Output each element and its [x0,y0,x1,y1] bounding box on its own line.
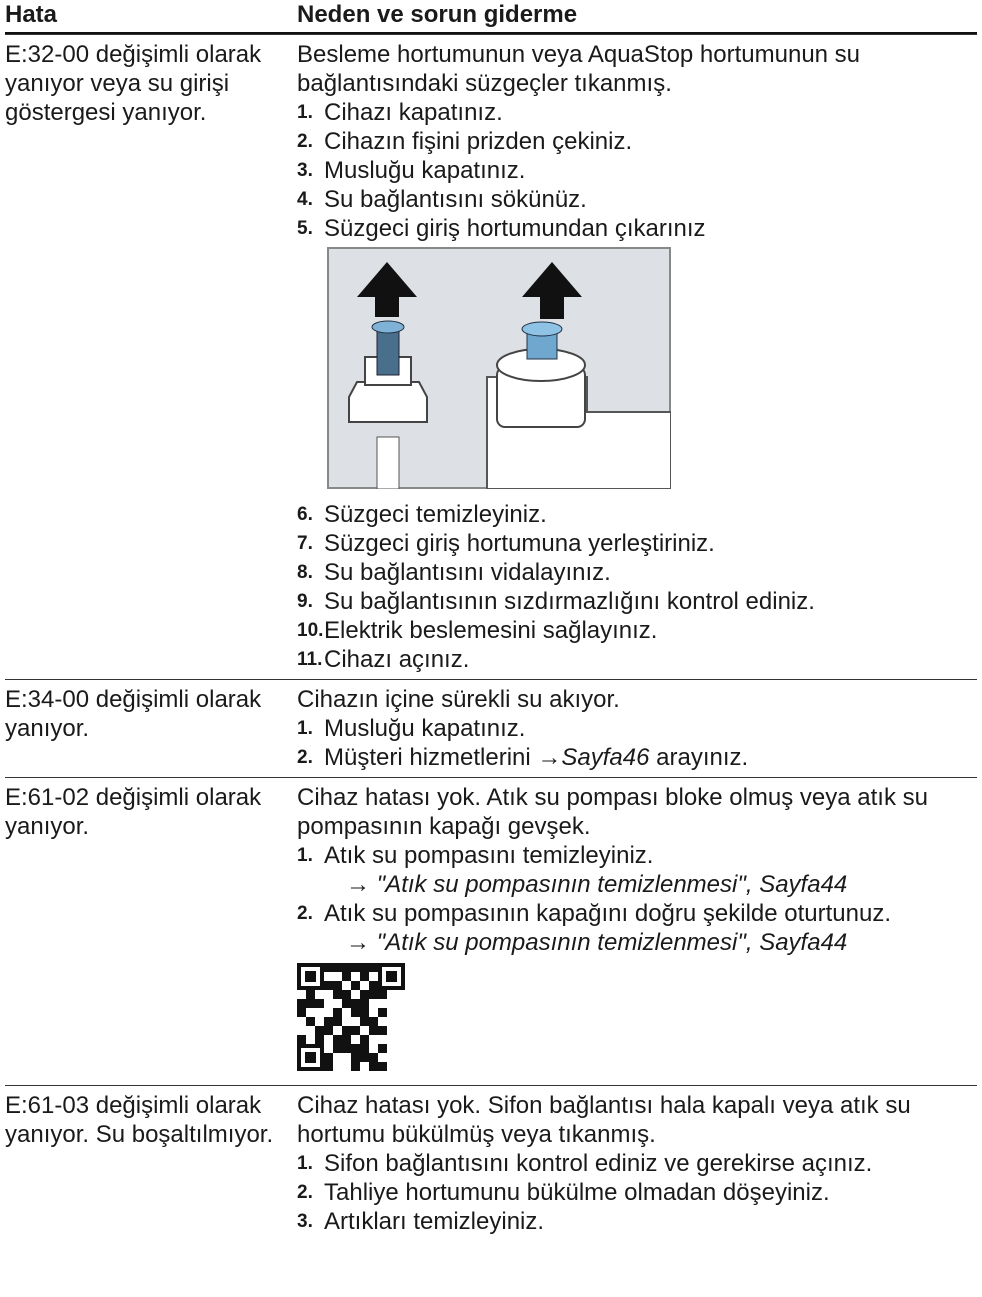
step-number: 2. [297,747,313,768]
step-text: Atık su pompasını temizleyiniz. → "Atık s… [324,841,977,899]
cause-cell: Cihazın içine sürekli su akıyor. 1. Musluğ… [297,680,977,777]
step-text: Cihazı açınız. [324,645,977,674]
cross-reference[interactable]: → "Atık su pompasının temizlenmesi", Say… [346,871,848,898]
cause-text: Besleme hortumunun veya AquaStop hortumu… [297,41,861,97]
error-cell: E:32-00 değişimli olarak yanıyor veya su… [5,41,262,126]
table-row: E:32-00 değişimli olarak yanıyor veya su… [5,34,977,679]
step-number: 1. [297,845,313,866]
step: 2. Atık su pompasının kapağını doğru şeki… [297,899,977,957]
cross-reference[interactable]: → "Atık su pompasının temizlenmesi", Say… [346,929,848,956]
step-text: Su bağlantısının sızdırmazlığını kontrol… [324,588,815,615]
step-text: Süzgeci giriş hortumundan çıkarınız [324,214,977,243]
step: 11. Cihazı açınız. [297,645,977,674]
step-text: Cihazı açınız. [324,646,470,673]
step-text: Atık su pompasının kapağını doğru şekild… [324,899,977,957]
step-text: Su bağlantısını sökünüz. [324,185,977,214]
step-number: 2. [297,903,313,924]
step-text: Su bağlantısının sızdırmazlığını kontrol… [324,587,977,616]
table-row: E:61-03 değişimli olarak yanıyor. Su boş… [5,1085,977,1241]
step-text: Cihazı kapatınız. [324,98,977,127]
step-text: Müşteri hizmetlerini [324,744,531,771]
step-text: Su bağlantısını vidalayınız. [324,558,977,587]
step: 1. Atık su pompasını temizleyiniz. → "Atık… [297,841,977,899]
step-number: 11. [297,649,323,670]
step-text: Atık su pompasının kapağını doğru şekild… [324,900,892,927]
cause-cell: Cihaz hatası yok. Atık su pompası bloke … [297,778,977,1085]
document: Hata Neden ve sorun giderme E:32-00 deği… [5,0,977,1241]
step-text: Elektrik beslemesini sağlayınız. [324,617,658,644]
step: 3. Artıkları temizleyiniz. [297,1207,977,1236]
step-text: Artıkları temizleyiniz. [324,1207,977,1236]
step: 3. Musluğu kapatınız. [297,156,977,185]
step: 7. Süzgeci giriş hortumuna yerleştiriniz. [297,529,977,558]
step-text: Süzgeci temizleyiniz. [324,501,547,528]
step-number: 2. [297,131,313,152]
step-text: Sifon bağlantısını kontrol ediniz ve ger… [324,1150,873,1177]
cause-text: Cihaz hatası yok. Atık su pompası bloke … [297,784,928,840]
error-cell: E:34-00 değişimli olarak yanıyor. [5,686,262,742]
step: 5. Süzgeci giriş hortumundan çıkarınız [297,214,977,243]
header-cell: Hata [5,1,58,28]
step-text: arayınız. [656,744,749,771]
table-header: Hata Neden ve sorun giderme [5,0,977,34]
step-text: Elektrik beslemesini sağlayınız. [324,616,977,645]
step-number: 2. [297,1182,313,1203]
page-link[interactable]: →Sayfa46 [537,744,650,771]
step-number: 4. [297,189,313,210]
step-number: 3. [297,1211,313,1232]
qr-code [297,963,405,1071]
cause-text: Cihazın içine sürekli su akıyor. [297,686,620,713]
step-number: 5. [297,218,313,239]
step: 1. Musluğu kapatınız. [297,714,977,743]
step-number: 10. [297,620,324,641]
step-text: Süzgeci giriş hortumuna yerleştiriniz. [324,530,715,557]
cause-cell: Besleme hortumunun veya AquaStop hortumu… [297,35,977,679]
step: 9. Su bağlantısının sızdırmazlığını kontr… [297,587,977,616]
step-text: Musluğu kapatınız. [324,157,526,184]
step-text: Müşteri hizmetlerini →Sayfa46 arayınız. [324,743,977,772]
step-text: Su bağlantısını vidalayınız. [324,559,611,586]
header-cell: Neden ve sorun giderme [297,1,578,28]
step-text: Süzgeci giriş hortumuna yerleştiriniz. [324,529,977,558]
step: 2. Cihazın fişini prizden çekiniz. [297,127,977,156]
table-row: E:34-00 değişimli olarak yanıyor. Cihazın… [5,679,977,777]
step-number: 3. [297,160,313,181]
step: 10. Elektrik beslemesini sağlayınız. [297,616,977,645]
error-cell: E:61-03 değişimli olarak yanıyor. Su boş… [5,1092,274,1148]
step-number: 6. [297,504,313,525]
step-number: 1. [297,102,313,123]
cause-text: Cihaz hatası yok. Sifon bağlantısı hala … [297,1092,911,1148]
filter-illustration [327,247,672,490]
step-number: 8. [297,562,313,583]
step-text: Sifon bağlantısını kontrol ediniz ve ger… [324,1149,977,1178]
step-text: Cihazı kapatınız. [324,99,503,126]
step-number: 9. [297,591,313,612]
step-text: Musluğu kapatınız. [324,714,977,743]
step-text: Tahliye hortumunu bükülme olmadan döşeyi… [324,1178,977,1207]
step-number: 1. [297,718,313,739]
step-text: Süzgeci giriş hortumundan çıkarınız [324,215,706,242]
step: 4. Su bağlantısını sökünüz. [297,185,977,214]
error-cell: E:61-02 değişimli olarak yanıyor. [5,784,262,840]
step: 1. Sifon bağlantısını kontrol ediniz ve g… [297,1149,977,1178]
step-text: Cihazın fişini prizden çekiniz. [324,128,633,155]
step: 2. Müşteri hizmetlerini →Sayfa46 arayınız… [297,743,977,772]
step-text: Musluğu kapatınız. [324,156,977,185]
step-text: Süzgeci temizleyiniz. [324,500,977,529]
step: 2. Tahliye hortumunu bükülme olmadan döşe… [297,1178,977,1207]
step-text: Su bağlantısını sökünüz. [324,186,587,213]
table-row: E:61-02 değişimli olarak yanıyor. Cihaz h… [5,777,977,1085]
step-text: Musluğu kapatınız. [324,715,526,742]
step-number: 1. [297,1153,313,1174]
cause-cell: Cihaz hatası yok. Sifon bağlantısı hala … [297,1086,977,1241]
step-text: Atık su pompasını temizleyiniz. [324,842,654,869]
step-text: Cihazın fişini prizden çekiniz. [324,127,977,156]
step-text: Tahliye hortumunu bükülme olmadan döşeyi… [324,1179,830,1206]
step-number: 7. [297,533,313,554]
step: 6. Süzgeci temizleyiniz. [297,500,977,529]
step-text: Artıkları temizleyiniz. [324,1208,545,1235]
step: 8. Su bağlantısını vidalayınız. [297,558,977,587]
step: 1. Cihazı kapatınız. [297,98,977,127]
